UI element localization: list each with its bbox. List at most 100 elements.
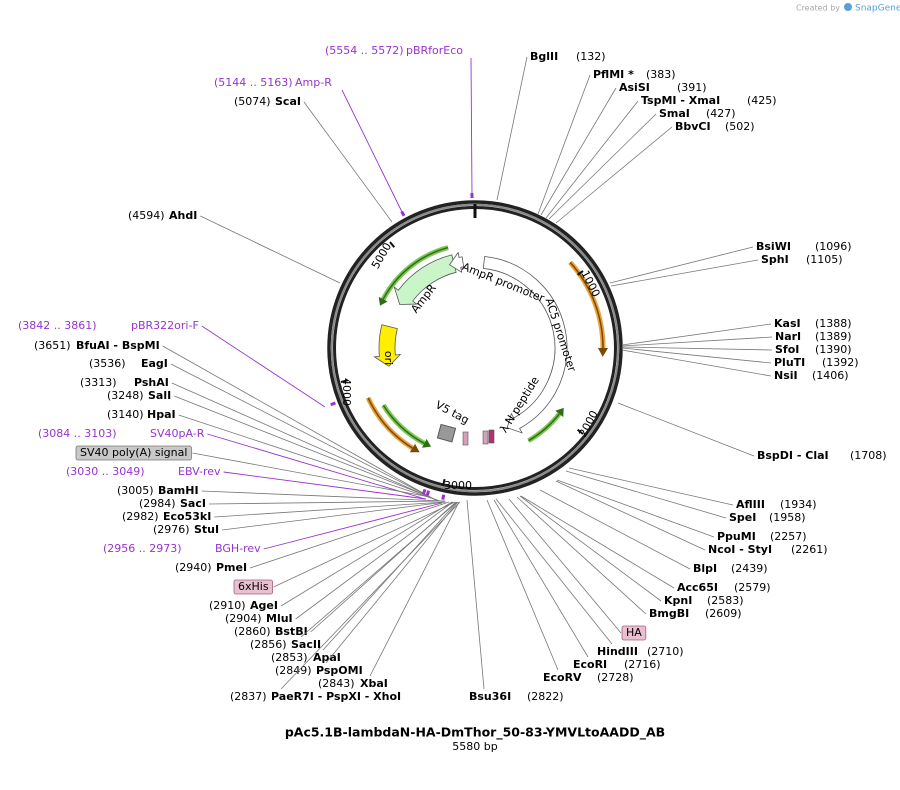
site-position: (2579) [734, 581, 771, 594]
primer-mark [331, 403, 336, 405]
site-position: (2728) [597, 671, 634, 684]
leader-line [497, 57, 527, 200]
leader-line [209, 501, 445, 504]
primer-name: pBR322ori-F [131, 319, 199, 332]
leader-line [301, 502, 457, 637]
small-feature [463, 432, 468, 445]
site-name: SalI [148, 389, 171, 402]
site-name: Acc65I [677, 581, 718, 594]
site-position: (2843) [318, 677, 355, 690]
site-position: (3140) [107, 408, 144, 421]
leader-line [517, 497, 646, 614]
leader-line [540, 490, 690, 569]
site-position: (3536) [89, 357, 126, 370]
primer-position: (5144 .. 5163) [214, 76, 293, 89]
site-position: (1958) [769, 511, 806, 524]
site-position: (3005) [117, 484, 154, 497]
site-name: HpaI [147, 408, 176, 421]
feature-arc-halo [368, 398, 412, 448]
feature-leader [274, 502, 455, 587]
brand-logo [844, 3, 852, 11]
site-name: Eco53kI [163, 510, 211, 523]
site-name: HindIII [597, 645, 638, 658]
site-position: (2856) [250, 638, 287, 651]
site-position: (2257) [770, 530, 807, 543]
site-name: BfuAI - BspMI [76, 339, 160, 352]
site-name: BlpI [693, 562, 717, 575]
leader-line [546, 101, 638, 218]
site-name: PluTI [774, 356, 805, 369]
site-name: MluI [266, 612, 293, 625]
leader-line [566, 471, 726, 518]
primer-mark [423, 489, 425, 494]
site-position: (2904) [225, 612, 262, 625]
primer-name: EBV-rev [178, 465, 221, 478]
primer-position: (3842 .. 3861) [18, 319, 97, 332]
site-position: (2860) [234, 625, 271, 638]
leader-line [569, 468, 733, 505]
leader-line [556, 127, 672, 223]
site-position: (3248) [107, 389, 144, 402]
site-position: (502) [725, 120, 755, 133]
site-position: (1096) [815, 240, 852, 253]
site-name: PflMI * [593, 68, 634, 81]
site-name: AsiSI [619, 81, 650, 94]
site-name: NarI [775, 330, 801, 343]
primer-leader [471, 58, 472, 196]
leader-line [494, 500, 588, 657]
primer-position: (3030 .. 3049) [66, 465, 145, 478]
site-position: (2822) [527, 690, 564, 703]
site-name: SacI [180, 497, 206, 510]
site-position: (5074) [234, 95, 271, 108]
feature-box-label: SV40 poly(A) signal [80, 446, 187, 459]
site-position: (2849) [275, 664, 312, 677]
leader-line [326, 502, 458, 663]
site-name: ScaI [275, 95, 301, 108]
backbone-outer [329, 202, 621, 494]
feature-label: ori [382, 351, 395, 365]
site-position: (1389) [815, 330, 852, 343]
site-name: BbvCI [675, 120, 711, 133]
leader-line [496, 499, 612, 644]
site-name: AhdI [169, 209, 197, 222]
leader-line [557, 480, 714, 537]
leader-line [622, 348, 771, 363]
leader-line [174, 396, 437, 500]
site-position: (2910) [209, 599, 246, 612]
leader-line [323, 502, 457, 650]
site-position: (1708) [850, 449, 887, 462]
site-position: (425) [747, 94, 777, 107]
site-name: EcoRV [543, 671, 582, 684]
small-feature [483, 431, 488, 444]
site-name: SacII [291, 638, 321, 651]
site-name: PspOMI [316, 664, 363, 677]
primer-leader [342, 90, 402, 212]
leader-line [541, 88, 616, 215]
site-position: (2439) [731, 562, 768, 575]
site-name: BglII [530, 50, 558, 63]
primer-position: (2956 .. 2973) [103, 542, 182, 555]
site-name: NcoI - StyI [708, 543, 772, 556]
site-position: (2837) [230, 690, 267, 703]
site-position: (2976) [153, 523, 190, 536]
site-name: BsiWI [756, 240, 791, 253]
primer-name: BGH-rev [215, 542, 261, 555]
feature-arc-halo [383, 405, 424, 443]
site-position: (2261) [791, 543, 828, 556]
site-name: StuI [194, 523, 219, 536]
site-name: BspDI - ClaI [757, 449, 829, 462]
site-position: (2609) [705, 607, 742, 620]
primer-leader [224, 472, 426, 499]
site-name: NsiI [774, 369, 798, 382]
site-position: (1390) [815, 343, 852, 356]
leader-line [520, 496, 661, 601]
site-position: (391) [677, 81, 707, 94]
site-position: (3313) [80, 376, 117, 389]
site-position: (2716) [624, 658, 661, 671]
site-name: PshAI [134, 376, 169, 389]
site-position: (2853) [271, 651, 308, 664]
site-name: AflIII [736, 498, 765, 511]
feature-box-label: 6xHis [238, 580, 269, 593]
primer-name: SV40pA-R [150, 427, 205, 440]
